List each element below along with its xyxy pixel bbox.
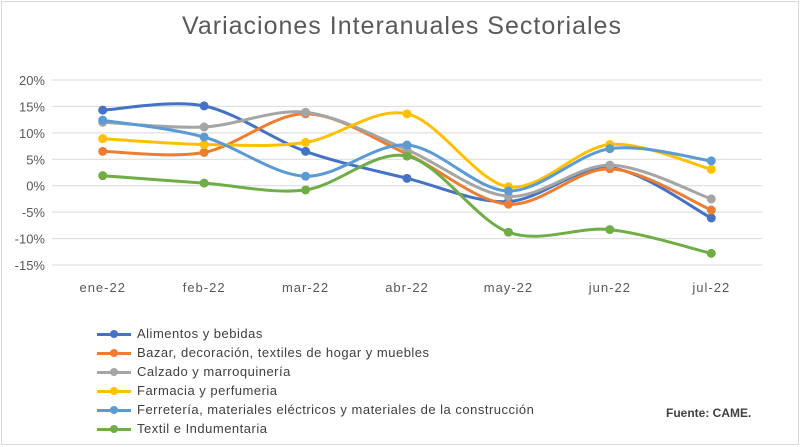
source-note: Fuente: CAME. [666, 406, 752, 420]
legend-swatch [97, 329, 131, 339]
legend-label: Ferretería, materiales eléctricos y mate… [137, 402, 535, 417]
y-tick-label: -10% [15, 232, 46, 247]
legend-swatch [97, 424, 131, 434]
data-point [402, 173, 412, 183]
data-point [199, 122, 209, 132]
legend-swatch [97, 405, 131, 415]
data-point [98, 105, 108, 115]
chart-title: Variaciones Interanuales Sectoriales [182, 12, 622, 40]
legend-label: Textil e Indumentaria [137, 421, 268, 436]
legend-label: Farmacia y perfumeria [137, 383, 278, 398]
x-tick-label: feb-22 [183, 280, 226, 295]
data-point [301, 137, 311, 147]
data-point [503, 227, 513, 237]
data-point [402, 140, 412, 150]
data-point [503, 186, 513, 196]
data-point [605, 144, 615, 154]
data-point [98, 115, 108, 125]
legend-swatch [97, 348, 131, 358]
data-point [199, 101, 209, 111]
y-tick-label: -15% [15, 258, 46, 273]
x-tick-label: mar-22 [282, 280, 329, 295]
y-tick-label: 10% [19, 126, 45, 141]
y-tick-label: 0% [26, 179, 45, 194]
data-point [98, 146, 108, 156]
legend-item: Textil e Indumentaria [97, 419, 534, 438]
legend-label: Bazar, decoración, textiles de hogar y m… [137, 345, 430, 360]
data-point [301, 171, 311, 181]
data-point [706, 213, 716, 223]
legend-label: Calzado y marroquinería [137, 364, 291, 379]
data-point [706, 248, 716, 258]
data-point [605, 225, 615, 235]
legend-swatch [97, 386, 131, 396]
data-point [402, 109, 412, 119]
x-tick-label: ene-22 [79, 280, 125, 295]
data-point [301, 107, 311, 117]
x-tick-label: jul-22 [691, 280, 730, 295]
legend-item: Ferretería, materiales eléctricos y mate… [97, 400, 534, 419]
data-point [706, 194, 716, 204]
x-tick-label: abr-22 [385, 280, 429, 295]
data-point [301, 185, 311, 195]
legend-item: Calzado y marroquinería [97, 362, 534, 381]
series-line-1 [101, 102, 713, 220]
legend-item: Alimentos y bebidas [97, 324, 534, 343]
data-point [402, 151, 412, 161]
data-point [98, 171, 108, 181]
y-tick-label: 5% [26, 152, 45, 167]
legend-swatch [97, 367, 131, 377]
data-point [199, 178, 209, 188]
data-point [706, 164, 716, 174]
x-tick-label: jun-22 [588, 280, 631, 295]
y-tick-label: 20% [19, 73, 45, 88]
legend-label: Alimentos y bebidas [137, 326, 263, 341]
line-chart: 20% 15% 10% 5% 0% -5% -10% -15% ene-22 feb-22 mar-… [15, 73, 762, 295]
data-point [98, 134, 108, 144]
legend-item: Farmacia y perfumeria [97, 381, 534, 400]
y-tick-label: 15% [19, 99, 45, 114]
data-point [503, 199, 513, 209]
data-point [706, 205, 716, 215]
chart-legend: Alimentos y bebidas Bazar, decoración, te… [97, 324, 534, 438]
data-point [301, 146, 311, 156]
data-point [706, 156, 716, 166]
data-point [199, 139, 209, 149]
data-point [199, 132, 209, 142]
y-tick-label: -5% [22, 205, 46, 220]
x-tick-label: may-22 [484, 280, 533, 295]
legend-item: Bazar, decoración, textiles de hogar y m… [97, 343, 534, 362]
data-point [605, 160, 615, 170]
data-point [199, 147, 209, 157]
